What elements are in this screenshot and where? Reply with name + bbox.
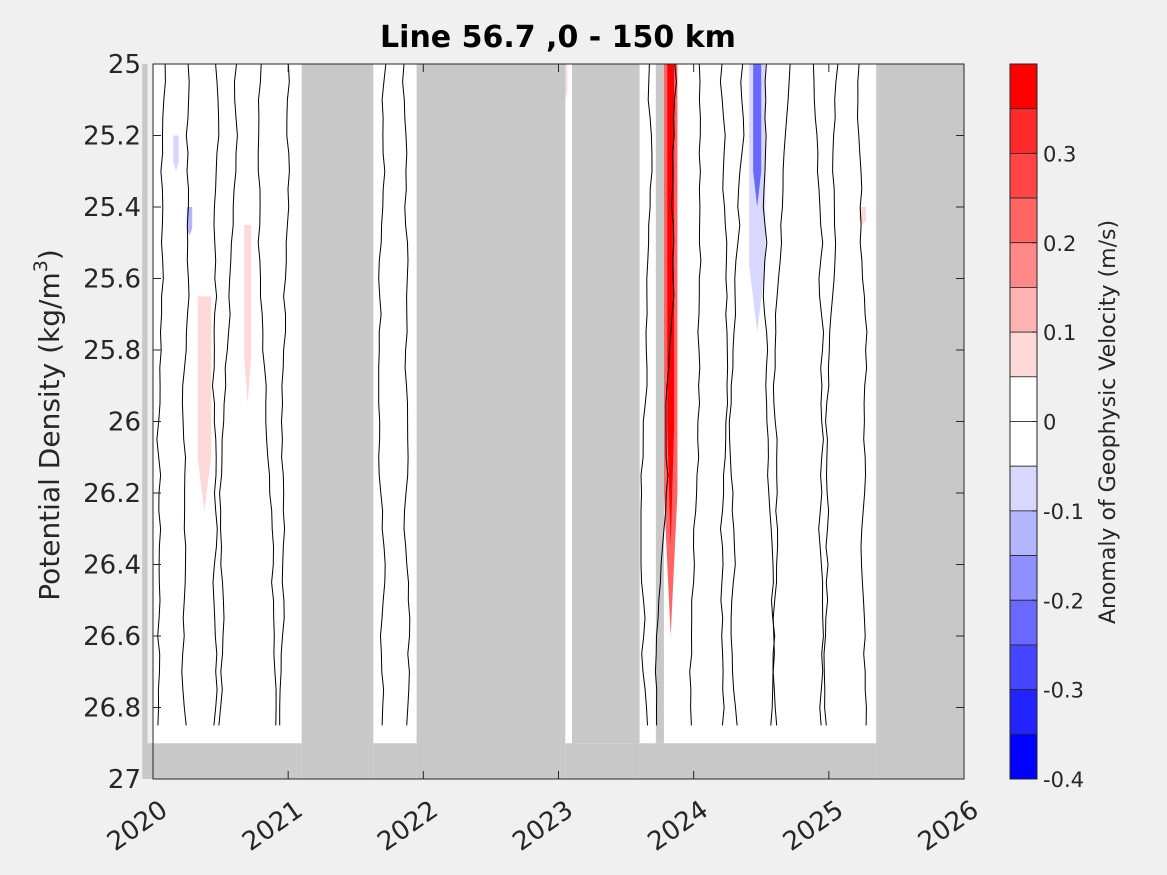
colorbar-tick-label: 0.1 [1043,321,1076,345]
no-data-region [876,64,964,779]
colorbar-tick-label: -0.2 [1043,589,1084,613]
y-tick-label: 26.8 [83,694,141,724]
no-data-region [572,64,640,744]
contour-line [156,63,166,726]
colorbar-level [1009,376,1038,422]
contour-line [279,63,290,726]
colorbar-level [1009,152,1038,199]
no-data-region [142,743,302,779]
anomaly-patch [753,64,762,207]
colorbar-level [1009,510,1038,556]
colorbar-label: Anomaly of Geophysic Velocity (m/s) [1096,220,1121,624]
anomaly-patch [244,224,251,404]
y-tick-label: 26 [108,408,141,438]
colorbar-level [1009,331,1038,378]
colorbar: 0.3 0.2 0.1 0 -0.1 -0.2 -0.3 -0.4 [1009,63,1084,792]
contour-line [181,63,190,726]
no-data-region [373,743,417,779]
y-tick-label: 25.6 [83,265,141,295]
y-axis: 25 25.2 25.4 25.6 25.8 26 26.2 26.4 26.6 26.8 27 [83,50,964,795]
no-data-region [416,64,566,779]
colorbar-level [1009,555,1038,601]
contour-line [719,63,729,726]
contour-line [218,63,238,726]
contour-line [689,63,702,726]
contour-line [654,63,677,726]
contour-line [762,63,776,726]
y-tick-label: 25 [108,50,141,80]
no-data-region [655,64,664,744]
colorbar-level [1009,63,1038,110]
chart-title: Line 56.7 ,0 - 150 km [380,20,736,55]
contour-line [728,63,745,726]
y-axis-label: Potential Density (kg/m3) [30,249,66,601]
colorbar-level [1009,108,1038,154]
colorbar-tick-label: 0.2 [1043,232,1076,256]
y-tick-label: 26.4 [83,551,141,581]
contour-line [378,63,387,726]
colorbar-tick-label: -0.3 [1043,679,1084,703]
no-data-region [565,743,640,779]
colorbar-level [1009,197,1038,244]
contour-line [823,63,839,726]
contour-line [257,63,277,726]
y-tick-label: 26.6 [83,622,141,652]
no-data-region [301,64,374,779]
colorbar-tick-label: -0.1 [1043,500,1084,524]
contour-line [772,63,791,726]
colorbar-level [1009,599,1038,646]
colorbar-level [1009,644,1038,691]
colorbar-tick-label: -0.4 [1043,768,1084,792]
y-tick-label: 25.8 [83,336,141,366]
y-tick-label: 26.2 [83,479,141,509]
colorbar-tick-label: 0.3 [1043,142,1076,166]
colorbar-level [1009,287,1038,333]
contour-line [856,63,868,726]
colorbar-level [1009,242,1038,288]
no-data-region [639,743,877,779]
anomaly-patch [173,135,179,172]
colorbar-level [1009,733,1038,780]
y-tick-label: 25.4 [83,193,141,223]
colorbar-level [1009,689,1038,735]
contour-line [812,63,825,726]
colorbar-tick-label: 0 [1043,411,1056,435]
contour-line [211,63,220,726]
contour-line [402,63,411,726]
plot-area [142,63,965,780]
anomaly-patch [197,296,212,511]
colorbar-level [1009,465,1038,512]
contour-line [640,63,653,726]
colorbar-level [1009,421,1038,467]
y-tick-label: 27 [108,765,141,795]
y-tick-label: 25.2 [83,122,141,152]
no-data-region [142,64,148,744]
